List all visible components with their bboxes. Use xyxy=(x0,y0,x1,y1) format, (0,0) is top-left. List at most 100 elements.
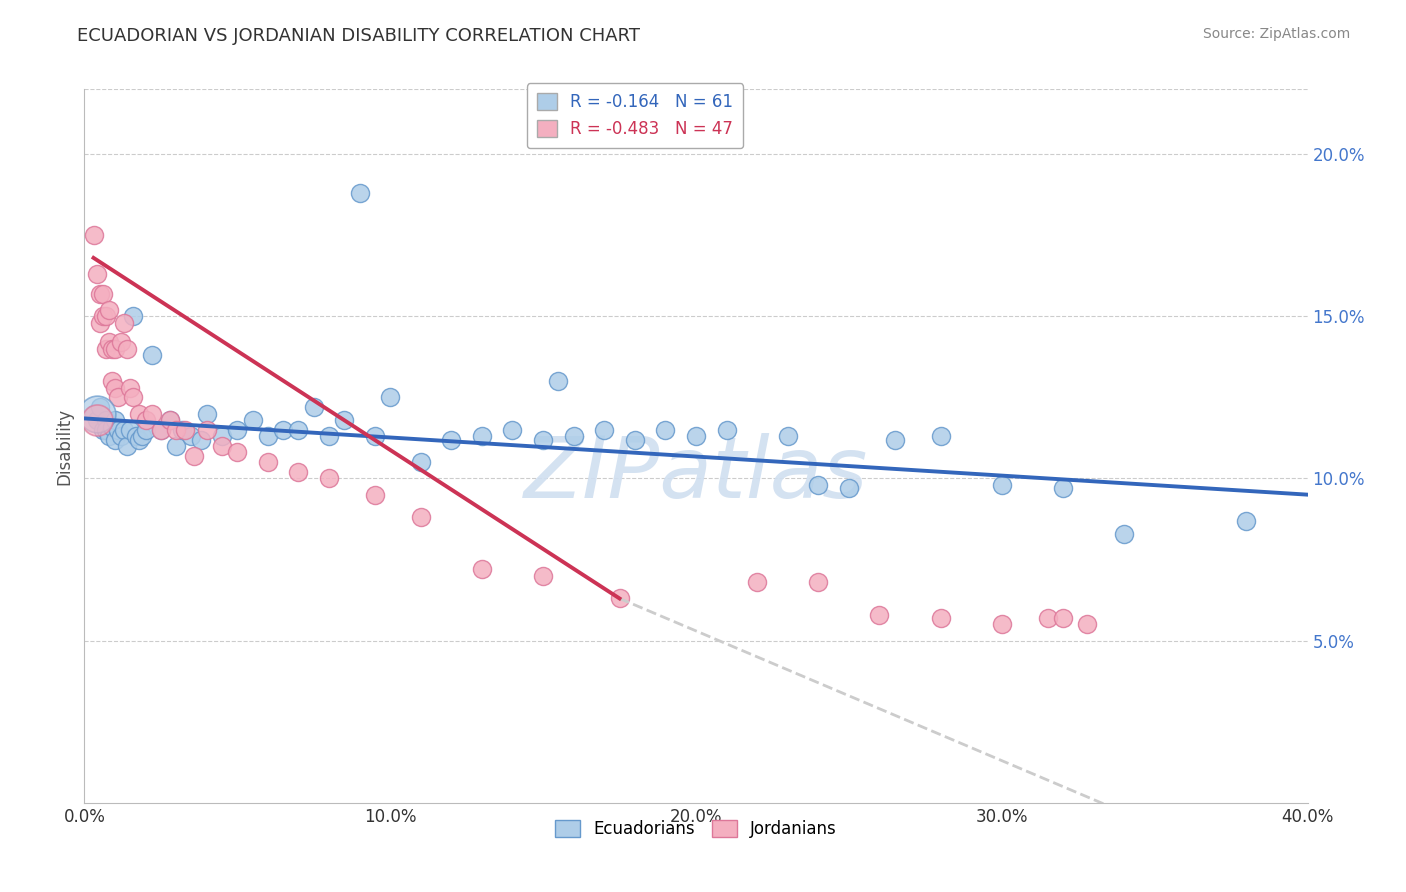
Point xyxy=(318,429,340,443)
Point xyxy=(101,342,124,356)
Point xyxy=(101,374,124,388)
Point xyxy=(991,478,1014,492)
Point xyxy=(287,465,309,479)
Point xyxy=(190,433,212,447)
Point xyxy=(89,316,111,330)
Point xyxy=(807,478,830,492)
Point xyxy=(838,481,860,495)
Point xyxy=(86,407,108,421)
Point xyxy=(83,407,105,421)
Point xyxy=(104,342,127,356)
Legend: Ecuadorians, Jordanians: Ecuadorians, Jordanians xyxy=(548,813,844,845)
Point xyxy=(83,228,105,243)
Point xyxy=(94,342,117,356)
Point xyxy=(502,423,524,437)
Point xyxy=(609,591,631,606)
Point xyxy=(226,445,249,459)
Point xyxy=(159,413,181,427)
Point xyxy=(131,429,153,443)
Point xyxy=(211,429,233,443)
Point xyxy=(562,429,585,443)
Point xyxy=(1052,481,1074,495)
Point xyxy=(110,335,132,350)
Point xyxy=(122,310,145,324)
Point xyxy=(94,310,117,324)
Point xyxy=(1076,617,1098,632)
Point xyxy=(776,429,799,443)
Point xyxy=(101,419,124,434)
Point xyxy=(94,423,117,437)
Text: Source: ZipAtlas.com: Source: ZipAtlas.com xyxy=(1202,27,1350,41)
Point xyxy=(471,562,494,576)
Point xyxy=(159,413,181,427)
Point xyxy=(747,575,769,590)
Point xyxy=(110,429,132,443)
Point xyxy=(91,310,114,324)
Point xyxy=(547,374,569,388)
Point xyxy=(242,413,264,427)
Point xyxy=(226,423,249,437)
Point xyxy=(531,433,554,447)
Point xyxy=(104,413,127,427)
Point xyxy=(195,423,218,437)
Point xyxy=(180,429,202,443)
Point xyxy=(91,423,114,437)
Point xyxy=(86,413,108,427)
Point xyxy=(89,400,111,414)
Point xyxy=(271,423,294,437)
Point xyxy=(624,433,647,447)
Point xyxy=(174,423,197,437)
Point xyxy=(128,407,150,421)
Point xyxy=(883,433,905,447)
Point xyxy=(302,400,325,414)
Point xyxy=(141,407,163,421)
Text: ZIPatlas: ZIPatlas xyxy=(524,433,868,516)
Point xyxy=(97,302,120,317)
Point xyxy=(409,455,432,469)
Point xyxy=(115,342,138,356)
Point xyxy=(165,439,187,453)
Point xyxy=(807,575,830,590)
Point xyxy=(141,348,163,362)
Point xyxy=(1236,514,1258,528)
Point xyxy=(471,429,494,443)
Point xyxy=(380,390,402,404)
Point xyxy=(122,390,145,404)
Point xyxy=(91,286,114,301)
Point xyxy=(929,611,952,625)
Point xyxy=(94,413,117,427)
Point xyxy=(97,429,120,443)
Point xyxy=(104,381,127,395)
Point xyxy=(593,423,616,437)
Point xyxy=(125,429,148,443)
Point xyxy=(333,413,356,427)
Point xyxy=(257,455,280,469)
Point xyxy=(364,429,387,443)
Point xyxy=(135,423,157,437)
Point xyxy=(869,607,891,622)
Point xyxy=(86,267,108,281)
Point xyxy=(183,449,205,463)
Point xyxy=(107,390,129,404)
Point xyxy=(128,433,150,447)
Point xyxy=(120,381,142,395)
Point xyxy=(115,439,138,453)
Point xyxy=(165,423,187,437)
Point xyxy=(149,423,172,437)
Point xyxy=(716,423,738,437)
Point xyxy=(86,413,108,427)
Point xyxy=(1052,611,1074,625)
Point xyxy=(318,471,340,485)
Point xyxy=(89,286,111,301)
Point xyxy=(211,439,233,453)
Point xyxy=(172,423,194,437)
Point xyxy=(1114,526,1136,541)
Point xyxy=(654,423,676,437)
Point xyxy=(195,407,218,421)
Point xyxy=(1036,611,1059,625)
Point xyxy=(97,335,120,350)
Point xyxy=(364,488,387,502)
Point xyxy=(149,423,172,437)
Point xyxy=(257,429,280,443)
Point xyxy=(104,433,127,447)
